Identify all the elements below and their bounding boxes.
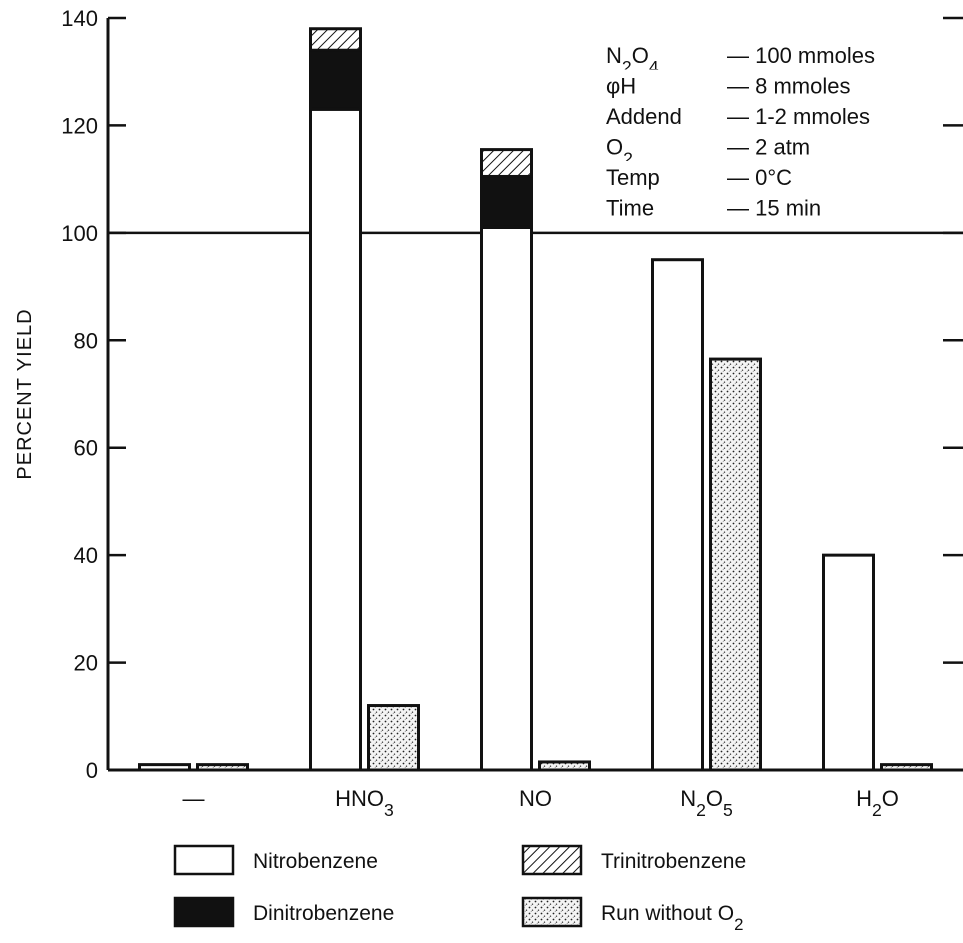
y-axis-title: PERCENT YIELD (14, 308, 36, 479)
condition-param: Time (606, 196, 654, 221)
condition-value: — 1-2 mmoles (727, 104, 870, 129)
x-tick-label: N2O5 (680, 786, 733, 820)
x-tick-label: HNO3 (335, 786, 394, 820)
condition-param: φH (606, 74, 636, 99)
legend-swatch-hatch (521, 844, 583, 876)
legend-label: Trinitrobenzene (601, 850, 746, 873)
y-tick-label: 60 (74, 436, 98, 461)
condition-backdrop (598, 130, 938, 161)
bar-dinitrobenzene (480, 174, 533, 229)
y-tick-label: 80 (74, 328, 98, 353)
legend-label: Nitrobenzene (253, 850, 378, 873)
condition-backdrop (598, 100, 938, 131)
y-tick-label: 40 (74, 543, 98, 568)
condition-value: — 15 min (727, 196, 821, 221)
bar-run-without-o2 (880, 763, 933, 772)
condition-backdrop (598, 39, 938, 70)
bar-dinitrobenzene (309, 48, 362, 111)
bar-run-without-o2 (709, 357, 762, 772)
x-tick-label: NO (519, 786, 552, 811)
bar-trinitrobenzene (309, 27, 362, 52)
y-tick-label: 120 (61, 113, 98, 138)
bar-nitrobenzene (651, 258, 704, 772)
bar-run-without-o2 (367, 704, 420, 772)
condition-param: Addend (606, 104, 682, 129)
bar-nitrobenzene (138, 763, 191, 772)
legend-swatch-dots (521, 896, 583, 928)
condition-param: O2 (606, 135, 633, 169)
bar-nitrobenzene (822, 553, 875, 772)
bar-run-without-o2 (538, 760, 591, 772)
bar-nitrobenzene (480, 225, 533, 772)
legend-label: Dinitrobenzene (253, 902, 394, 925)
condition-backdrop (598, 161, 938, 192)
y-tick-label: 100 (61, 221, 98, 246)
bar-nitrobenzene (309, 107, 362, 772)
legend-swatch-black (173, 896, 235, 928)
legend-label: Run without O2 (601, 902, 743, 934)
legend-swatch-white (173, 844, 235, 876)
x-tick-label: H2O (856, 786, 899, 820)
condition-value: — 8 mmoles (727, 74, 850, 99)
bar-trinitrobenzene (480, 148, 533, 178)
y-tick-label: 0 (86, 758, 98, 783)
condition-param: N2O4 (606, 43, 659, 77)
y-tick-label: 20 (74, 651, 98, 676)
bar-run-without-o2 (196, 763, 249, 772)
condition-value: — 0°C (727, 165, 792, 190)
condition-value: — 2 atm (727, 135, 810, 160)
x-tick-label: — (183, 786, 205, 811)
condition-param: Temp (606, 165, 660, 190)
condition-value: — 100 mmoles (727, 43, 875, 68)
condition-backdrop (598, 69, 938, 100)
condition-backdrop (598, 191, 938, 222)
y-tick-label: 140 (61, 6, 98, 31)
